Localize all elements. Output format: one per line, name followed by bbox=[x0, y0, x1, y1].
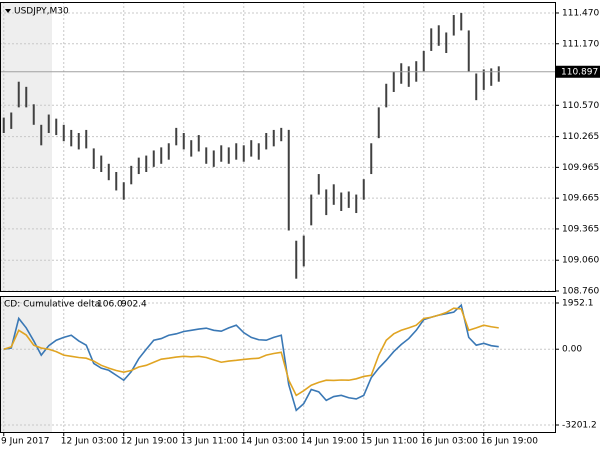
symbol-title: USDJPY,M30 bbox=[14, 7, 69, 17]
x-tick-label: 16 Jun 03:00 bbox=[421, 437, 478, 447]
menu-triangle[interactable] bbox=[5, 9, 11, 13]
y-tick-label: 110.570 bbox=[562, 101, 599, 111]
shaded-region bbox=[0, 2, 52, 291]
x-tick-label: 16 Jun 19:00 bbox=[481, 437, 538, 447]
y-tick-label: 111.470 bbox=[562, 8, 599, 18]
current-price-label: 110.897 bbox=[561, 67, 598, 77]
x-tick-label: 9 Jun 2017 bbox=[1, 437, 49, 447]
x-tick-label: 14 Jun 19:00 bbox=[301, 437, 358, 447]
delta-line bbox=[3, 303, 499, 412]
readout: 106.0 bbox=[97, 300, 123, 310]
y-tick-label: 0.00 bbox=[562, 345, 582, 355]
current-price-box bbox=[556, 65, 600, 78]
y-tick-label: 109.365 bbox=[562, 224, 599, 234]
readout: 902.4 bbox=[121, 300, 147, 310]
y-tick-label: 109.665 bbox=[562, 194, 599, 204]
x-tick-label: 12 Jun 03:00 bbox=[61, 437, 118, 447]
y-tick-label: 108.760 bbox=[562, 287, 599, 297]
shaded-region bbox=[0, 297, 52, 432]
x-tick-label: 15 Jun 11:00 bbox=[361, 437, 418, 447]
x-tick-label: 14 Jun 03:00 bbox=[241, 437, 298, 447]
x-tick-label: 13 Jun 11:00 bbox=[181, 437, 238, 447]
y-tick-label: 111.170 bbox=[562, 39, 599, 49]
pane-frame bbox=[0, 2, 556, 292]
indicator-title: CD: Cumulative delta bbox=[4, 300, 100, 310]
delta-line bbox=[3, 307, 499, 397]
pane-frame bbox=[0, 296, 556, 433]
y-tick-label: 109.965 bbox=[562, 163, 599, 173]
y-tick-label: 1952.1 bbox=[562, 299, 594, 309]
y-tick-label: -3201.2 bbox=[562, 420, 597, 430]
x-tick-label: 12 Jun 19:00 bbox=[121, 437, 178, 447]
y-tick-label: 109.060 bbox=[562, 256, 599, 266]
y-tick-label: 110.265 bbox=[562, 132, 599, 142]
